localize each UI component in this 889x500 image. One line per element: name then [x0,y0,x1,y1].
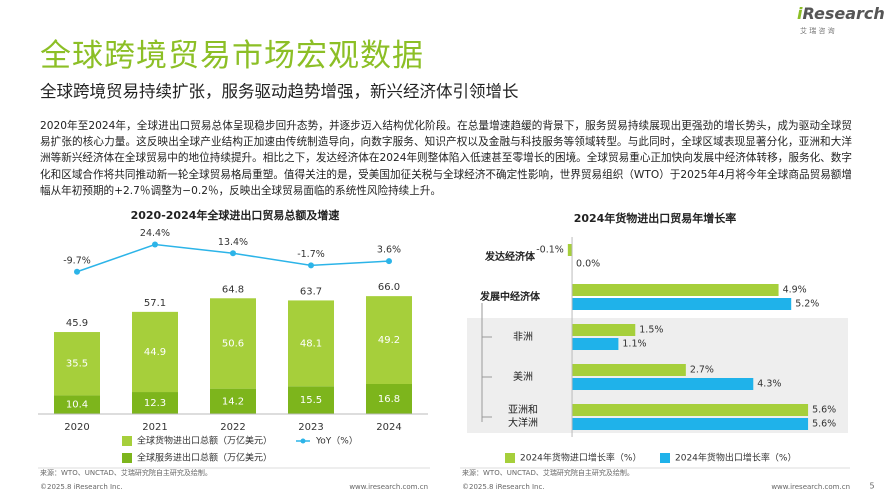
legend-label: YoY（%） [315,436,358,447]
bar [572,418,809,430]
segment-label: 49.2 [378,335,400,346]
value-label: 5.6% [812,419,836,430]
logo-tagline: 艾 瑞 咨 询 [800,27,835,35]
yoy-point [230,250,236,257]
yoy-line [76,243,390,273]
category-label: 非洲 [513,331,533,343]
legend-swatch [122,453,132,463]
category-label: 亚洲和大洋洲 [508,405,538,429]
bar [572,364,686,376]
legend-label: 2024年货物出口增长率（%） [675,452,796,464]
yoy-label: 24.4% [140,228,170,239]
yoy-point [152,241,158,248]
legend-swatch [505,453,515,463]
bar [572,284,779,296]
bar-segment [288,300,334,387]
copyright: ©2025.8 iResearch Inc. [40,483,123,491]
bar [572,378,754,390]
bar-segment [210,298,256,389]
bar-segment [366,296,412,384]
value-label: 0.0% [576,259,600,270]
segment-label: 44.9 [144,347,166,358]
total-label: 63.7 [300,286,322,297]
paragraph: 2020年至2024年，全球进出口贸易总体呈现稳步回升态势，并逐步迈入结构优化阶… [40,120,852,197]
subtitle: 全球跨境贸易持续扩张，服务驱动趋势增强，新兴经济体引领增长 [40,82,519,101]
legend-swatch [660,453,670,463]
bar [572,324,636,336]
bar-segment [288,386,334,414]
bar [572,298,792,310]
yoy-label: -1.7% [297,249,325,260]
segment-label: 14.2 [222,396,244,407]
segment-label: 48.1 [300,338,322,349]
segment-label: 50.6 [222,338,244,349]
value-label: 1.1% [622,339,646,350]
value-label: 2.7% [690,365,714,376]
yoy-point [74,268,80,275]
value-label: 5.2% [795,299,819,310]
chart-title: 2024年货物进出口贸易年增长率 [574,211,737,225]
chart-title: 2020-2024年全球进出口贸易总额及增速 [131,208,340,222]
category-label: 发展中经济体 [480,291,540,303]
bar-segment [210,388,256,414]
x-tick-label: 2022 [220,422,245,433]
segment-label: 15.5 [300,395,322,406]
total-label: 57.1 [144,298,166,309]
total-label: 45.9 [66,318,88,329]
bar [567,244,573,256]
category-label: 美洲 [513,371,533,383]
bar-segment [54,332,100,396]
url: www.iresearch.com.cn [771,483,850,491]
page-number: 5 [869,482,874,491]
x-tick-label: 2021 [142,422,167,433]
bar-segment [54,395,100,414]
value-label: 4.9% [783,285,807,296]
segment-label: 10.4 [66,400,88,411]
yoy-label: 13.4% [218,237,248,248]
segment-label: 16.8 [378,394,400,405]
total-label: 64.8 [222,284,244,295]
title: 全球跨境贸易市场宏观数据 [40,38,424,74]
value-label: 4.3% [757,379,781,390]
source: 来源：WTO、UNCTAD、艾瑞研究院自主研究及绘制。 [40,468,212,477]
bar-segment [132,392,178,414]
yoy-label: 3.6% [377,245,401,256]
yoy-label: -9.7% [63,255,91,266]
x-tick-label: 2024 [376,422,401,433]
source: 来源：WTO、UNCTAD、艾瑞研究院自主研究及绘制。 [462,468,634,477]
value-label: -0.1% [536,245,564,256]
bar [572,404,809,416]
bar-segment [366,384,412,414]
value-label: 5.6% [812,405,836,416]
legend-label: 全球货物进出口总额（万亿美元） [137,435,272,447]
segment-label: 35.5 [66,359,88,370]
x-tick-label: 2023 [298,422,323,433]
url: www.iresearch.com.cn [349,483,428,491]
category-label: 发达经济体 [485,251,535,263]
logo: iResearch [797,4,885,23]
legend-swatch [122,436,132,446]
legend-label: 2024年货物进口增长率（%） [520,452,641,464]
legend-label: 全球服务进出口总额（万亿美元） [137,452,272,464]
yoy-point [386,258,392,265]
bar [572,338,619,350]
legend-marker [300,438,306,444]
x-tick-label: 2020 [64,422,89,433]
yoy-point [308,262,314,269]
value-label: 1.5% [639,325,663,336]
segment-label: 12.3 [144,398,166,409]
bar-segment [132,311,178,393]
copyright: ©2025.8 iResearch Inc. [462,483,545,491]
total-label: 66.0 [378,282,400,293]
